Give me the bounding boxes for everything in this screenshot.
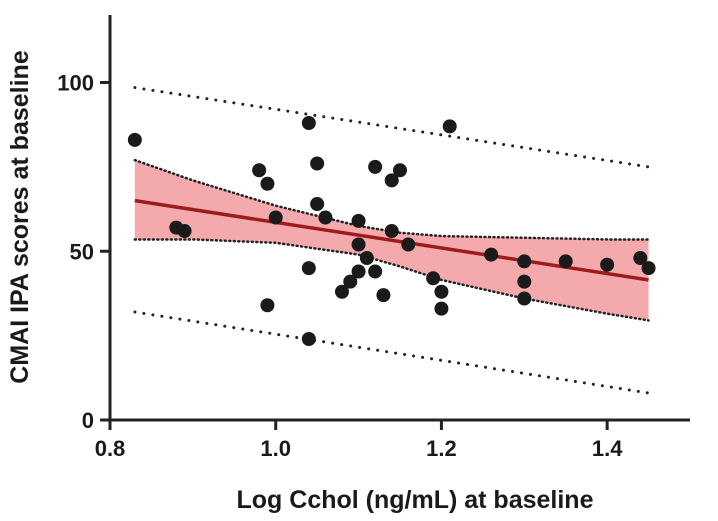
data-point [335,284,349,299]
data-point [517,291,532,306]
data-point [301,116,316,130]
data-point [376,288,391,303]
data-point [177,224,192,238]
x-tick-label: 1.0 [260,436,291,461]
prediction-lower-line [133,310,651,395]
data-point [351,264,366,279]
data-point [310,156,325,171]
data-point [558,254,573,269]
data-point [368,159,383,174]
data-point [260,176,275,191]
data-point [310,197,325,211]
x-tick-label: 1.2 [426,436,457,461]
y-axis-title: CMAI IPA scores at baseline [6,50,34,384]
data-point [434,301,449,316]
confidence-upper-line [133,158,650,241]
data-point [633,251,648,265]
data-point [343,274,358,289]
data-point [351,237,366,252]
data-point [484,247,499,262]
axes [100,15,690,430]
tick-labels: 0 50 100 0.8 1.0 1.2 1.4 [57,71,623,462]
data-point [442,119,457,134]
data-point [641,261,656,276]
data-point [301,332,316,346]
data-point [359,251,374,265]
prediction-upper-line [133,86,651,169]
data-point [368,264,383,279]
data-point [268,210,283,225]
y-tick-label: 50 [70,239,94,264]
confidence-lower-line [133,238,650,322]
data-point [351,213,366,228]
y-tick-label: 100 [57,71,94,96]
data-point [434,284,449,299]
data-point [401,237,416,252]
x-tick-label: 0.8 [95,436,126,461]
data-point [517,274,532,289]
y-tick-label: 0 [82,408,94,433]
data-point [517,254,532,269]
data-point [393,163,407,178]
x-axis-title: Log Cchol (ng/mL) at baseline [237,486,594,514]
data-point [318,210,333,225]
data-point [301,261,316,276]
data-point [384,173,399,188]
data-point [260,298,275,313]
x-tick-label: 1.4 [592,436,623,461]
data-point [426,271,441,286]
data-point [252,163,267,178]
data-point [384,224,399,238]
data-point [127,132,142,147]
data-point [600,257,615,272]
data-points [127,116,656,346]
